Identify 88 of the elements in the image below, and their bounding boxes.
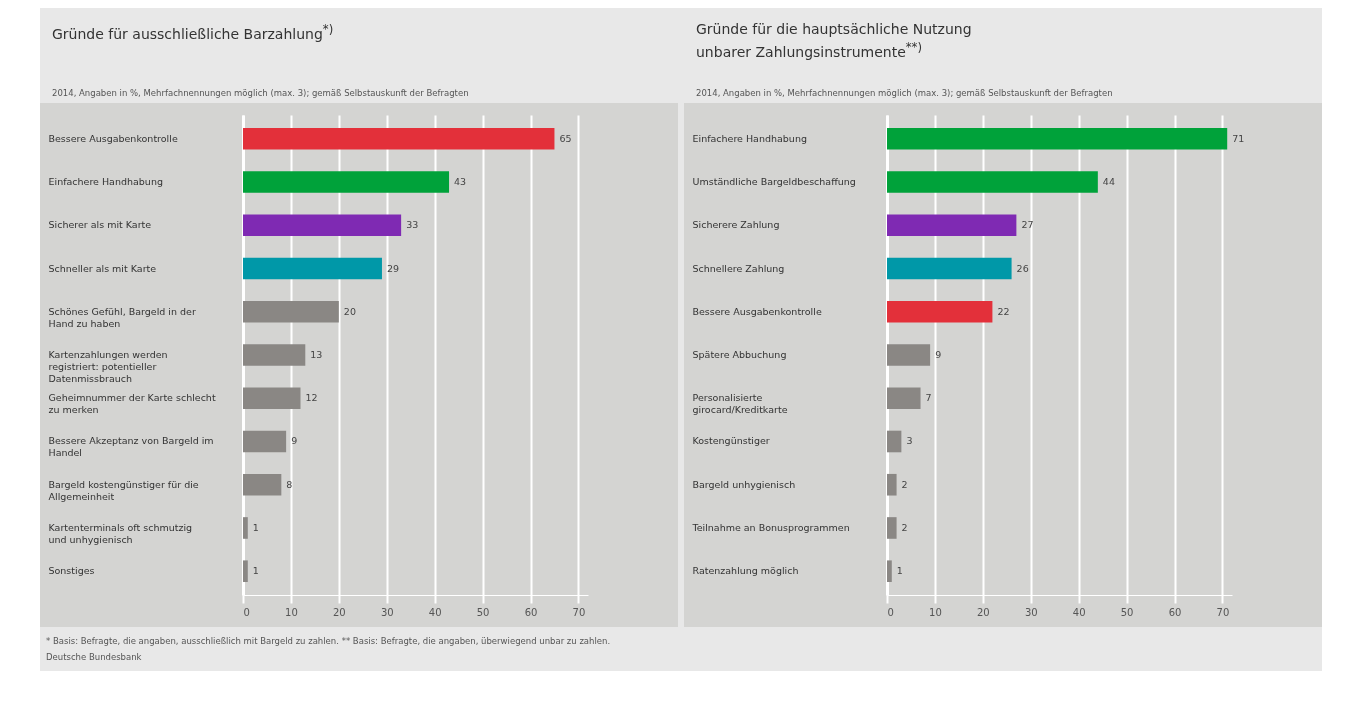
y-tick-label: Einfachere Handhabung: [48, 176, 163, 188]
data-label: 27: [1021, 219, 1034, 231]
y-tick-label: Bargeld unhygienisch: [692, 478, 796, 490]
data-label: 3: [906, 435, 913, 447]
x-tick-label: 10: [285, 606, 298, 618]
bar: [887, 257, 1012, 280]
y-tick-label: Bargeld kostengünstiger für die Allgemeinheit: [48, 478, 199, 502]
x-tick-label: 0: [243, 606, 250, 618]
data-label: 12: [305, 392, 318, 404]
chart-subtitle: 2014, Angaben in %, Mehrfachnennungen möglich (max. 3); gemäß Selbstauskunft der Befragten: [696, 88, 1113, 98]
text: Deutsche Bundesbank: [46, 651, 143, 664]
bar: [887, 214, 1017, 237]
bar: [243, 387, 301, 410]
x-tick-label: 10: [929, 606, 942, 618]
x-tick-label: 30: [380, 606, 394, 618]
x-tick-label: 30: [1024, 606, 1038, 618]
data-label: 1: [896, 565, 903, 577]
data-label: 26: [1016, 262, 1029, 274]
data-label: 8: [286, 478, 293, 490]
text: * Basis: Befragte, die angaben, ausschließlich mit Bargeld zu zahlen. ** Basis: Befragte, die angaben, überwiegend unbar zu zahlen.: [46, 635, 612, 648]
y-tick-label: Kostengünstiger: [692, 435, 770, 447]
x-tick-label: 60: [524, 606, 538, 618]
bar: [887, 473, 897, 496]
data-label: 2: [901, 521, 908, 533]
x-tick-label: 60: [1168, 606, 1182, 618]
bar: [243, 257, 382, 280]
bar: [887, 300, 993, 323]
x-tick-label: 50: [476, 606, 490, 618]
bar: [887, 517, 897, 539]
data-label: 2: [901, 478, 908, 490]
data-label: 7: [925, 392, 932, 404]
data-label: 20: [343, 305, 356, 317]
y-tick-label: Kartenzahlungen werden registriert: potentieller Datenmissbrauch: [48, 349, 168, 384]
y-tick-label: Schönes Gefühl, Bargeld in der Hand zu haben: [48, 305, 196, 329]
chart-subtitle: 2014, Angaben in %, Mehrfachnennungen möglich (max. 3); gemäß Selbstauskunft der Befragten: [52, 88, 469, 98]
y-tick-label: Umständliche Bargeldbeschaffung: [692, 176, 856, 188]
bar: [243, 214, 402, 237]
bar: [887, 387, 921, 410]
x-tick-label: 70: [1216, 606, 1230, 618]
data-label: 29: [386, 262, 400, 274]
y-tick-label: Teilnahme an Bonusprogrammen: [691, 521, 850, 533]
bar: [243, 473, 282, 496]
y-tick-label: Spätere Abbuchung: [692, 349, 787, 360]
x-tick-label: 20: [976, 606, 990, 618]
data-label: 13: [310, 349, 323, 360]
x-tick-label: 40: [428, 606, 442, 618]
bar: [887, 171, 1098, 193]
data-label: 43: [454, 176, 467, 188]
y-tick-label: Schnellere Zahlung: [692, 262, 785, 274]
data-label: 44: [1102, 176, 1115, 188]
bar: [887, 344, 931, 366]
bar: [243, 344, 306, 366]
bar: [887, 127, 1228, 150]
bar: [887, 430, 902, 453]
x-tick-label: 20: [332, 606, 346, 618]
data-label: 9: [935, 349, 942, 360]
chart-title: Gründe für die hauptsächliche Nutzung unbarer Zahlungsinstrumente$^{**)}$: [696, 20, 973, 61]
y-tick-label: Bessere Ausgabenkontrolle: [692, 305, 822, 317]
bar: [243, 517, 248, 539]
y-tick-label: Bessere Akzeptanz von Bargeld im Handel: [48, 435, 214, 459]
y-tick-label: Kartenterminals oft schmutzig und unhygienisch: [48, 521, 193, 545]
chart-title: Gründe für ausschließliche Barzahlung$^{*)}$: [52, 21, 335, 43]
data-label: 1: [252, 521, 259, 533]
bar: [243, 560, 248, 583]
data-label: 9: [291, 435, 298, 447]
x-tick-label: 40: [1072, 606, 1086, 618]
data-label: 33: [406, 219, 419, 231]
x-tick-label: 0: [887, 606, 894, 618]
bar: [243, 171, 450, 193]
data-label: 65: [559, 132, 572, 144]
x-tick-label: 70: [572, 606, 586, 618]
y-tick-label: Sicherer als mit Karte: [48, 219, 152, 231]
bar: [243, 300, 339, 323]
data-label: 1: [252, 565, 259, 577]
y-tick-label: Ratenzahlung möglich: [692, 565, 799, 577]
y-tick-label: Geheimnummer der Karte schlecht zu merken: [48, 392, 216, 416]
y-tick-label: Einfachere Handhabung: [692, 132, 807, 144]
y-tick-label: Bessere Ausgabenkontrolle: [48, 132, 178, 144]
bar: [243, 127, 555, 150]
data-label: 71: [1232, 132, 1245, 144]
x-tick-label: 50: [1120, 606, 1134, 618]
y-tick-label: Schneller als mit Karte: [48, 262, 157, 274]
bar: [243, 430, 287, 453]
y-tick-label: Sicherere Zahlung: [692, 219, 780, 231]
bar: [887, 560, 892, 583]
data-label: 22: [997, 305, 1010, 317]
y-tick-label: Sonstiges: [48, 565, 95, 577]
y-tick-label: Personalisierte girocard/Kreditkarte: [692, 392, 788, 416]
